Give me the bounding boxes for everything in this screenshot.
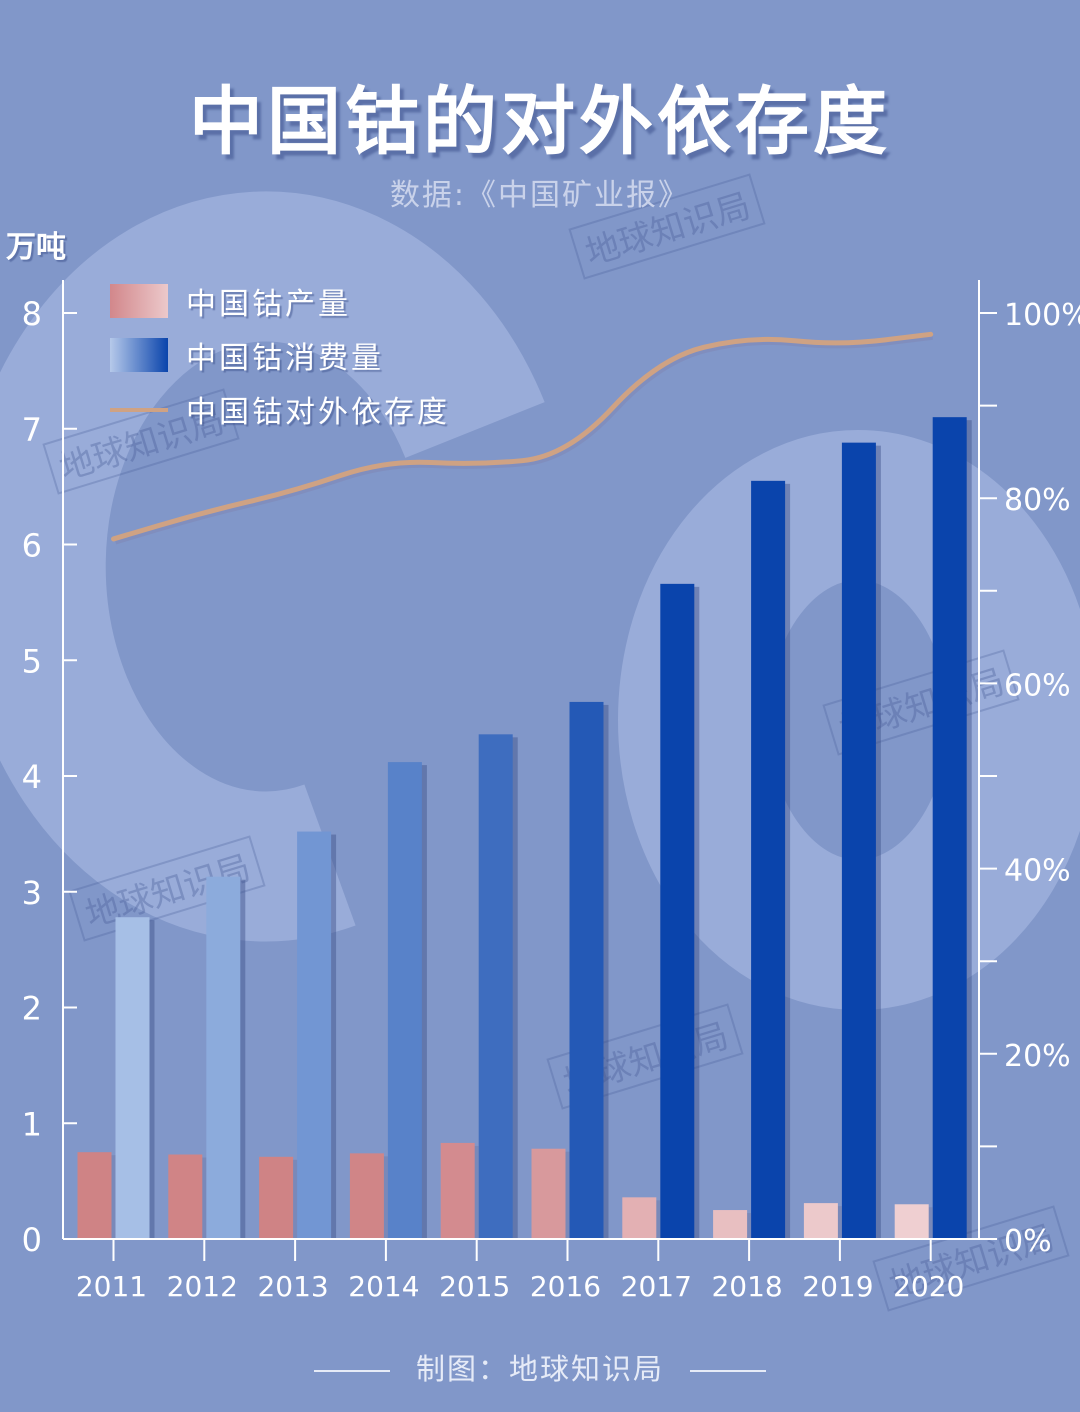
left-y-tick-label: 7: [22, 411, 42, 449]
right-y-tick-label: 20%: [1004, 1039, 1071, 1074]
left-y-tick-label: 8: [22, 295, 42, 333]
source-subtitle: 数据:《中国矿业报》: [389, 178, 691, 213]
dependency-line-group: [111, 331, 934, 545]
x-tick-label: 2011: [76, 1270, 147, 1303]
legend-item-dependency: 中国钴对外依存度: [110, 382, 450, 436]
left-y-tick-label: 5: [22, 642, 42, 680]
production-bar: [259, 1156, 294, 1239]
production-bar: [77, 1152, 112, 1239]
legend-label-dependency: 中国钴对外依存度: [186, 395, 450, 430]
consumption-bar: [478, 734, 513, 1239]
left-y-tick-label: 6: [22, 527, 42, 565]
consumption-bar: [841, 442, 876, 1239]
legend-item-production: 中国钴产量: [110, 274, 450, 328]
background-letter-c-shape: [0, 191, 545, 942]
credit-text: 制图：地球知识局: [415, 1352, 664, 1386]
legend-label-consumption: 中国钴消费量: [186, 341, 384, 376]
x-tick-label: 2015: [439, 1270, 510, 1303]
legend-label-production: 中国钴产量: [186, 287, 351, 322]
production-bar: [894, 1204, 929, 1239]
right-y-tick-label: 100%: [1004, 298, 1080, 333]
left-y-tick-label: 1: [22, 1105, 42, 1143]
legend: 中国钴产量 中国钴消费量 中国钴对外依存度: [110, 274, 450, 436]
production-bar: [440, 1142, 475, 1239]
y-axis-unit-label: 万吨: [6, 230, 66, 265]
left-y-tick-label: 3: [22, 874, 42, 912]
production-bar: [713, 1210, 748, 1239]
axes: 0123456780%20%40%60%80%100%2011201220132…: [22, 280, 1080, 1303]
consumption-bar: [932, 417, 967, 1239]
credit-footer: 制图：地球知识局: [0, 1346, 1080, 1388]
consumption-bar: [206, 876, 241, 1239]
right-y-tick-label: 60%: [1004, 668, 1071, 703]
left-y-tick-label: 0: [22, 1221, 42, 1259]
consumption-bar: [660, 583, 695, 1239]
production-bar: [622, 1197, 657, 1239]
x-tick-label: 2012: [167, 1270, 238, 1303]
consumption-bar: [387, 762, 422, 1239]
dependency-line-shadow: [114, 334, 934, 545]
page-title: 中国钴的对外依存度: [189, 79, 891, 165]
production-bar: [349, 1153, 384, 1239]
legend-item-consumption: 中国钴消费量: [110, 328, 450, 382]
legend-swatch-production: [110, 284, 168, 318]
consumption-bar: [569, 701, 604, 1239]
left-y-tick-label: 2: [22, 990, 42, 1028]
legend-swatch-consumption: [110, 338, 168, 372]
x-tick-label: 2013: [257, 1270, 328, 1303]
x-tick-label: 2014: [348, 1270, 419, 1303]
right-y-tick-label: 0%: [1004, 1224, 1052, 1259]
production-bar: [531, 1148, 566, 1239]
x-tick-label: 2016: [530, 1270, 601, 1303]
credit-rule-left: [313, 1370, 390, 1372]
consumption-bar: [297, 831, 332, 1239]
production-bar: [168, 1154, 203, 1239]
credit-rule-right: [690, 1370, 766, 1372]
consumption-bar: [115, 917, 150, 1239]
right-y-tick-label: 40%: [1004, 854, 1071, 889]
consumption-bar: [751, 480, 786, 1239]
production-bar: [803, 1203, 838, 1239]
left-y-tick-label: 4: [22, 758, 42, 796]
right-y-tick-label: 80%: [1004, 483, 1071, 518]
legend-swatch-dependency-line: [110, 408, 168, 412]
bar-group: [77, 417, 972, 1239]
x-tick-label: 2018: [711, 1270, 782, 1303]
x-tick-label: 2020: [893, 1270, 964, 1303]
dependency-line: [111, 331, 934, 542]
x-tick-label: 2017: [621, 1270, 692, 1303]
x-tick-label: 2019: [802, 1270, 873, 1303]
